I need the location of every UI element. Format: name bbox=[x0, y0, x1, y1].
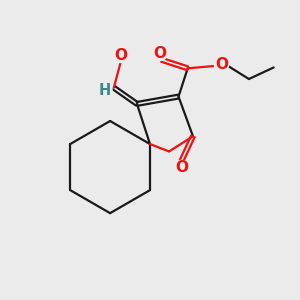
Text: O: O bbox=[175, 160, 188, 175]
Text: O: O bbox=[154, 46, 167, 61]
Text: H: H bbox=[99, 82, 111, 98]
Text: O: O bbox=[114, 48, 128, 63]
Text: O: O bbox=[215, 57, 228, 72]
Circle shape bbox=[153, 46, 167, 61]
Circle shape bbox=[114, 48, 128, 62]
Circle shape bbox=[214, 57, 229, 72]
Circle shape bbox=[98, 83, 112, 97]
Circle shape bbox=[174, 160, 188, 175]
